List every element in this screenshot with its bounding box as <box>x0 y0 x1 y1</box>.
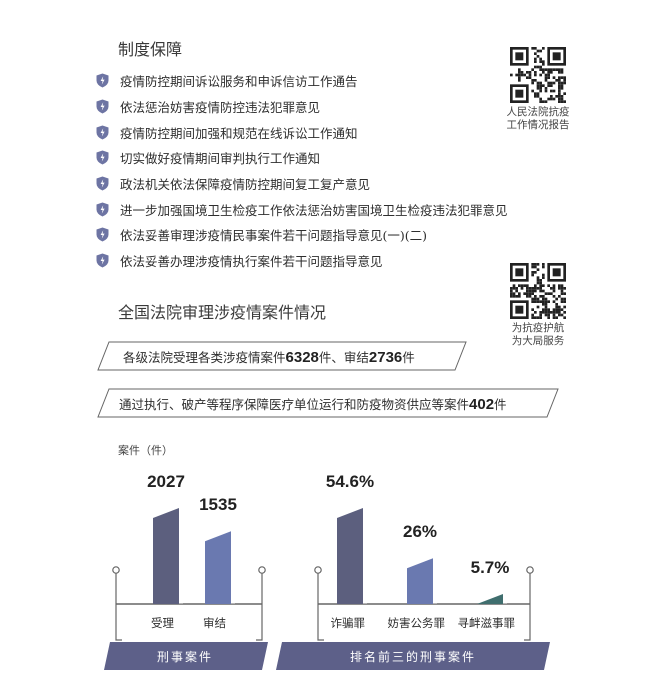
chart2-group-label: 排名前三的刑事案件 <box>349 650 476 664</box>
chart1-category-label: 受理 <box>151 616 174 630</box>
chart1-bar <box>205 531 231 604</box>
qr1-caption-line1: 人民法院抗疫 <box>506 106 570 118</box>
chart2-value-label: 5.7% <box>470 557 510 577</box>
chart1-connector-right <box>256 570 263 641</box>
stat2-prefix: 通过执行、破产等程序保障医疗单位运行和防疫物资供应等案件 <box>119 397 470 412</box>
stat1-mid: 件、审结 <box>318 350 369 365</box>
stat2-suffix: 件 <box>494 397 507 412</box>
qr-code-icon <box>510 263 566 319</box>
policy-item-label: 依法惩治妨害疫情防控违法犯罪意见 <box>120 100 321 116</box>
chart2-connector-dot <box>314 566 322 574</box>
shield-icon <box>96 99 109 114</box>
chart2-group-band <box>276 642 550 670</box>
policy-item: 依法妥善办理涉疫情执行案件若干问题指导意见 <box>96 248 508 274</box>
shield-icon <box>96 125 109 140</box>
shield-icon <box>96 150 109 165</box>
qr-code-icon <box>510 47 566 103</box>
chart1-connector-left <box>115 570 122 641</box>
policy-item-label: 依法妥善办理涉疫情执行案件若干问题指导意见 <box>120 254 383 270</box>
stat-box-accepted: 各级法院受理各类涉疫情案件6328件、审结2736件 <box>97 341 467 371</box>
shield-icon <box>96 227 109 242</box>
stat1-closed-count: 2736 <box>368 349 403 366</box>
chart2-bar-shade <box>503 593 507 604</box>
chart2-category-label: 诈骗罪 <box>330 616 366 630</box>
qr1-caption: 人民法院抗疫 工作情况报告 <box>497 106 579 132</box>
chart2-connector-right <box>524 570 531 641</box>
chart2-connector-dot <box>526 566 534 574</box>
section-title-policy: 制度保障 <box>118 42 183 59</box>
policy-list: 疫情防控期间诉讼服务和申诉信访工作通告 依法惩治妨害疫情防控违法犯罪意见疫情防控期… <box>96 68 508 274</box>
qr2-caption-line1: 为抗疫护航 <box>511 322 565 334</box>
section-title-cases: 全国法院审理涉疫情案件情况 <box>118 305 327 322</box>
policy-item: 切实做好疫情期间审判执行工作通知 <box>96 145 508 171</box>
shield-icon <box>96 253 109 268</box>
chart1-bar-shade <box>179 508 183 604</box>
policy-item-label: 依法妥善审理涉疫情民事案件若干问题指导意见(一)(二) <box>120 228 428 244</box>
chart2-bar-shade <box>363 508 367 604</box>
chart2-category-label: 妨害公务罪 <box>387 616 446 630</box>
stat1-accepted-count: 6328 <box>285 349 319 366</box>
chart2-value-label: 26% <box>402 522 438 542</box>
policy-item: 政法机关依法保障疫情防控期间复工复产意见 <box>96 171 508 197</box>
chart2-value-label: 54.6% <box>325 472 375 491</box>
qr2-caption: 为抗疫护航 为大局服务 <box>497 322 579 348</box>
policy-item: 依法惩治妨害疫情防控违法犯罪意见 <box>96 94 508 120</box>
chart2-bar <box>337 508 363 604</box>
chart2-connector-left <box>317 570 324 641</box>
policy-item-label: 切实做好疫情期间审判执行工作通知 <box>120 151 321 167</box>
chart1-group-label: 刑事案件 <box>156 650 213 664</box>
policy-item: 疫情防控期间加强和规范在线诉讼工作通知 <box>96 119 508 145</box>
stat-text-accepted: 各级法院受理各类涉疫情案件6328件、审结2736件 <box>123 347 415 366</box>
shield-icon <box>96 176 109 191</box>
stat-box-frame <box>97 388 559 418</box>
chart2-bar-shade <box>433 558 437 604</box>
policy-item-label: 政法机关依法保障疫情防控期间复工复产意见 <box>120 177 371 193</box>
stat1-suffix: 件 <box>402 350 415 365</box>
chart1-bar-shade <box>231 531 235 604</box>
qr2-caption-line2: 为大局服务 <box>511 335 565 347</box>
policy-item: 疫情防控期间诉讼服务和申诉信访工作通告 <box>96 68 508 94</box>
chart1-value-label: 1535 <box>199 495 237 515</box>
shield-icon <box>96 202 109 217</box>
chart2-category-label: 寻衅滋事罪 <box>457 616 516 630</box>
stat-box-enforcement: 通过执行、破产等程序保障医疗单位运行和防疫物资供应等案件402件 <box>97 388 559 418</box>
chart1-group-band <box>104 642 268 670</box>
chart1-category-label: 审结 <box>203 616 226 630</box>
stat1-prefix: 各级法院受理各类涉疫情案件 <box>123 350 286 365</box>
policy-item-label: 进一步加强国境卫生检疫工作依法惩治妨害国境卫生检疫违法犯罪意见 <box>120 202 508 218</box>
chart-y-axis-label: 案件（件） <box>118 445 173 457</box>
chart1-value-label: 2027 <box>147 472 185 491</box>
chart1-bar <box>153 508 179 604</box>
policy-item-label: 疫情防控期间诉讼服务和申诉信访工作通告 <box>120 74 358 90</box>
stat2-count: 402 <box>469 396 495 413</box>
stat-text-enforcement: 通过执行、破产等程序保障医疗单位运行和防疫物资供应等案件402件 <box>119 394 507 413</box>
chart2-bar <box>407 558 433 604</box>
policy-item: 依法妥善审理涉疫情民事案件若干问题指导意见(一)(二) <box>96 222 508 248</box>
chart1-connector-dot <box>112 566 120 574</box>
policy-item: 进一步加强国境卫生检疫工作依法惩治妨害国境卫生检疫违法犯罪意见 <box>96 196 508 222</box>
chart1-connector-dot <box>258 566 266 574</box>
chart2-bar <box>477 593 503 604</box>
qr1-caption-line2: 工作情况报告 <box>506 119 570 131</box>
stat-box-frame <box>97 341 467 371</box>
policy-item-label: 疫情防控期间加强和规范在线诉讼工作通知 <box>120 125 358 141</box>
shield-icon <box>96 73 109 88</box>
